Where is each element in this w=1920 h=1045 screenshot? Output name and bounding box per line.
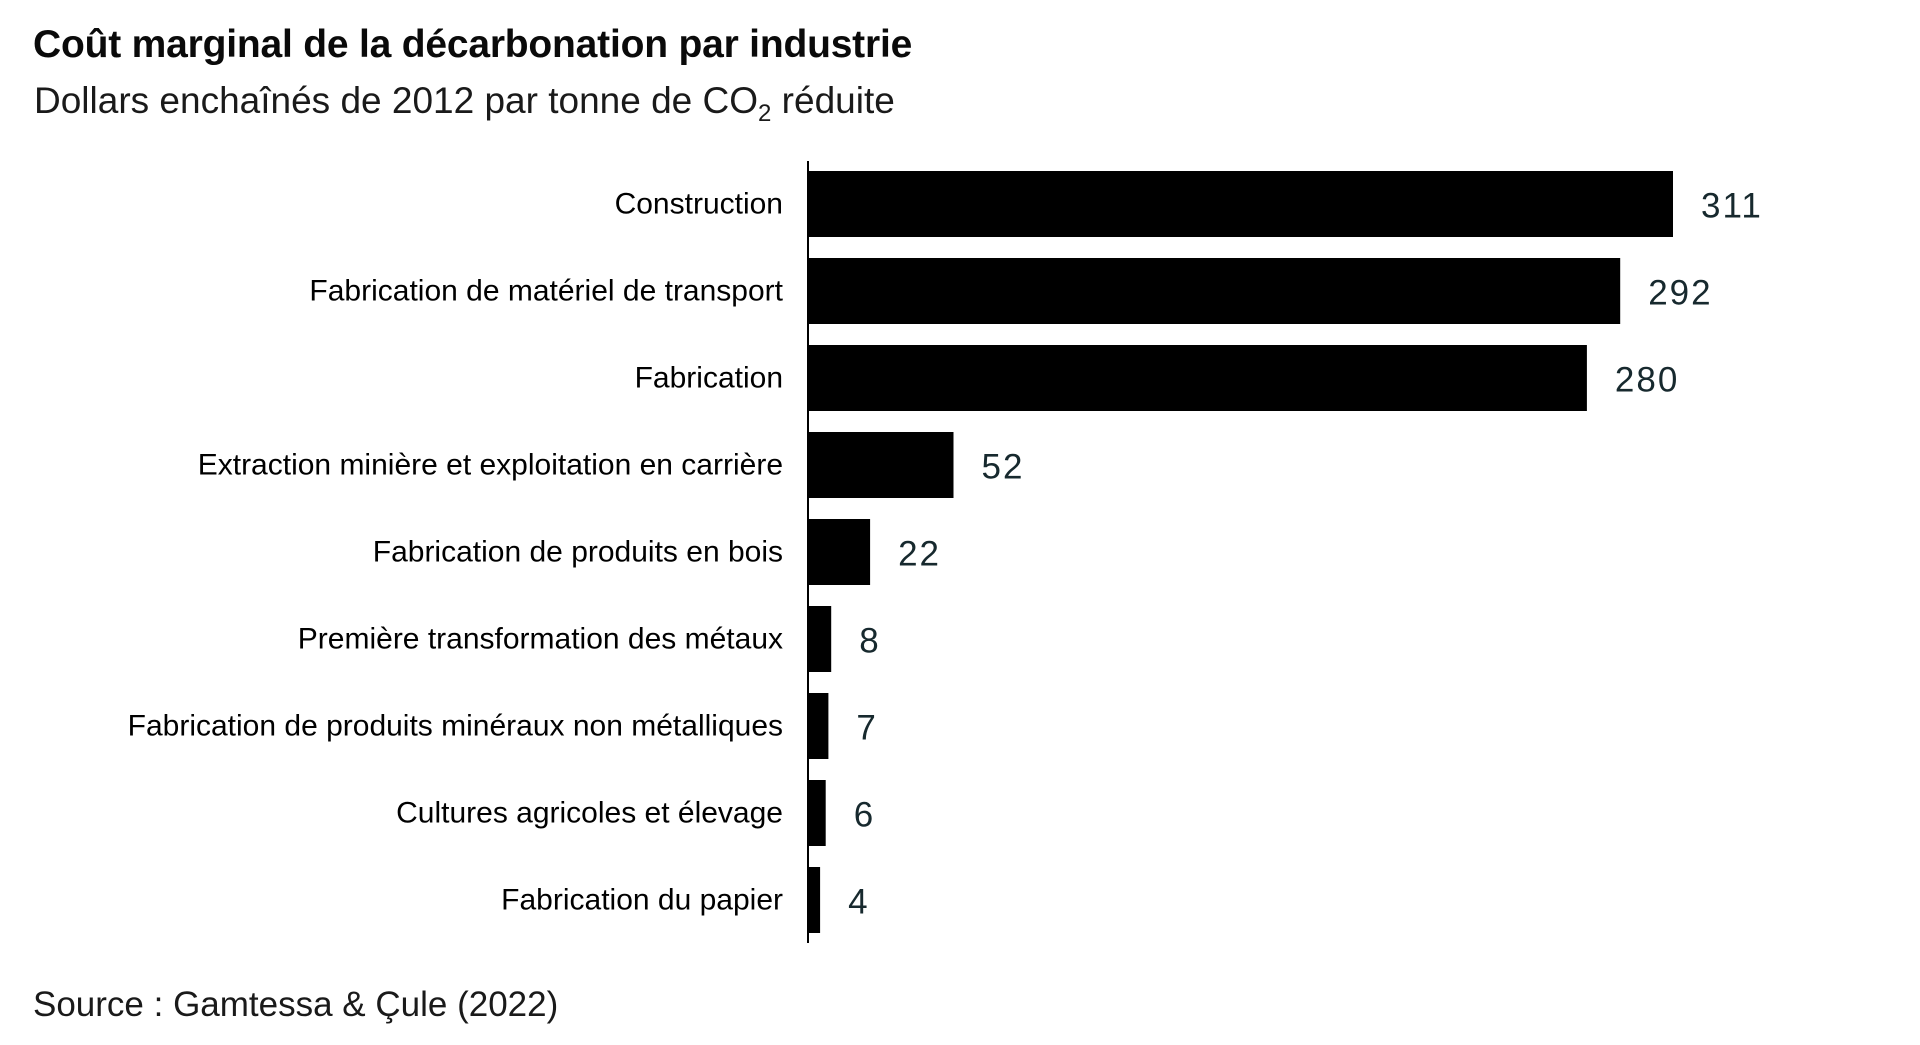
chart-subtitle: Dollars enchaînés de 2012 par tonne de C…	[34, 78, 895, 127]
category-label: Fabrication	[635, 362, 783, 395]
bar	[809, 345, 1587, 411]
bar-group: Fabrication 280	[635, 345, 1679, 411]
bar	[809, 171, 1673, 237]
bar-group: Cultures agricoles et élevage 6	[396, 780, 875, 846]
bar	[809, 606, 832, 672]
value-label: 292	[1648, 274, 1712, 313]
value-label: 52	[982, 448, 1025, 487]
subtitle-text: Dollars enchaînés de 2012 par tonne de C…	[34, 80, 759, 121]
bar-group: Extraction minière et exploitation en ca…	[198, 432, 1025, 498]
category-label: Première transformation des métaux	[298, 623, 783, 656]
value-label: 7	[856, 709, 877, 748]
value-label: 6	[854, 796, 875, 835]
value-label: 311	[1701, 187, 1763, 226]
value-label: 8	[859, 622, 880, 661]
bar-group: Fabrication de matériel de transport 292	[309, 258, 1712, 324]
bar-group: Construction 311	[615, 171, 1763, 237]
category-label: Fabrication de produits en bois	[373, 536, 783, 569]
bar	[809, 432, 954, 498]
value-label: 4	[848, 883, 869, 922]
bar-group: Fabrication du papier 4	[501, 867, 869, 933]
bar-group: Fabrication de produits en bois 22	[373, 519, 941, 585]
chart-title: Coût marginal de la décarbonation par in…	[33, 23, 913, 66]
category-label: Fabrication du papier	[501, 884, 783, 917]
bar	[809, 867, 821, 933]
bar	[809, 693, 829, 759]
category-label: Fabrication de matériel de transport	[309, 275, 783, 308]
source-note: Source : Gamtessa & Çule (2022)	[33, 985, 559, 1024]
value-label: 280	[1615, 361, 1679, 400]
bar	[809, 519, 871, 585]
category-label: Fabrication de produits minéraux non mét…	[128, 710, 783, 743]
subtitle-subscript: 2	[758, 100, 772, 127]
value-label: 22	[898, 535, 941, 574]
bar-group: Première transformation des métaux 8	[298, 606, 880, 672]
bar	[809, 258, 1621, 324]
bar	[809, 780, 826, 846]
category-label: Cultures agricoles et élevage	[396, 797, 783, 830]
category-label: Construction	[615, 188, 783, 221]
subtitle-suffix: réduite	[771, 80, 895, 121]
bar-group: Fabrication de produits minéraux non mét…	[128, 693, 877, 759]
category-label: Extraction minière et exploitation en ca…	[198, 449, 783, 482]
